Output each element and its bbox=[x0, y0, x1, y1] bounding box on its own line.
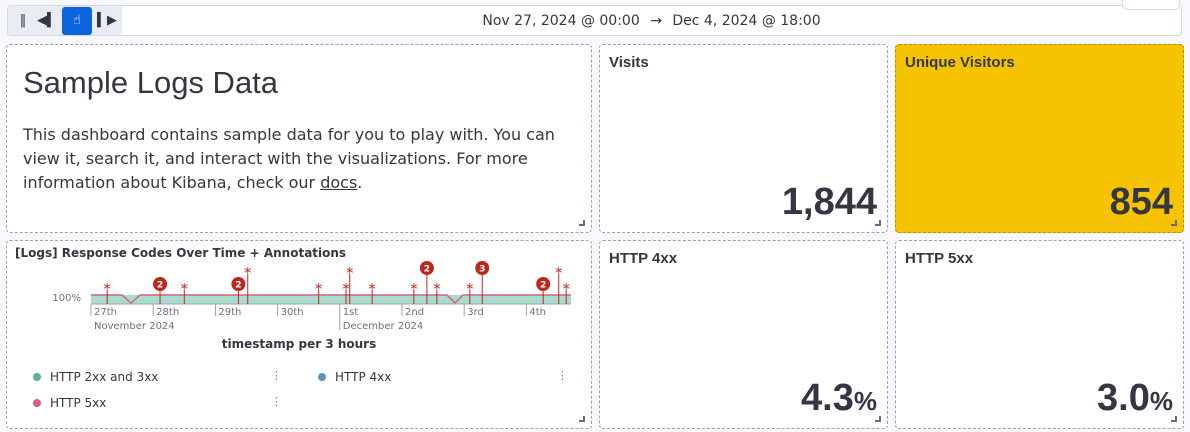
chart-panel: [Logs] Response Codes Over Time + Annota… bbox=[6, 240, 592, 429]
y-tick-label: 100% bbox=[52, 293, 81, 304]
x-tick-label: 27th bbox=[94, 307, 117, 318]
pause-icon[interactable]: ‖ bbox=[19, 13, 27, 28]
annotation-marker: 2 bbox=[419, 261, 434, 304]
metric-value: 854 bbox=[1109, 181, 1173, 223]
x-month-label: December 2024 bbox=[343, 321, 423, 332]
legend-menu-icon[interactable]: ⋮ bbox=[271, 395, 282, 408]
metric-title: HTTP 5xx bbox=[905, 250, 974, 267]
resize-handle[interactable] bbox=[1171, 220, 1177, 226]
metric-http-5xx: HTTP 5xx 3.0% bbox=[895, 240, 1184, 429]
metric-value: 3.0% bbox=[1097, 377, 1173, 419]
x-tick-label: 1st bbox=[343, 307, 359, 318]
annotation-count: 3 bbox=[479, 265, 485, 275]
metric-http-4xx: HTTP 4xx 4.3% bbox=[599, 240, 888, 429]
x-tick-label: 28th bbox=[156, 307, 179, 318]
annotation-star: * bbox=[315, 280, 323, 298]
page-title: Sample Logs Data bbox=[23, 65, 279, 100]
legend-item-2xx-3xx[interactable]: HTTP 2xx and 3xx bbox=[33, 370, 158, 384]
legend-dot bbox=[318, 373, 326, 381]
annotation-star: * bbox=[410, 280, 418, 298]
annotation-star: * bbox=[342, 280, 350, 298]
time-range[interactable]: Nov 27, 2024 @ 00:00 → Dec 4, 2024 @ 18:… bbox=[122, 13, 1181, 29]
annotation-marker: * bbox=[244, 264, 252, 304]
annotation-star: * bbox=[244, 264, 252, 282]
intro-panel: Sample Logs Data This dashboard contains… bbox=[6, 44, 592, 233]
annotation-badge bbox=[153, 277, 168, 291]
legend-menu-icon[interactable]: ⋮ bbox=[271, 369, 282, 382]
x-tick-label: 29th bbox=[218, 307, 241, 318]
annotation-count: 2 bbox=[157, 281, 163, 291]
annotation-marker: * bbox=[466, 280, 474, 304]
resize-handle[interactable] bbox=[875, 220, 881, 226]
play-icon[interactable]: ☝ bbox=[62, 6, 92, 35]
metric-title: Visits bbox=[609, 54, 649, 71]
response-codes-chart[interactable]: 100% 27th 28th 29th 30th 1st 2nd 3rd 4th Novembe… bbox=[7, 261, 593, 335]
annotation-star: * bbox=[103, 280, 111, 298]
annotation-marker: * bbox=[368, 280, 376, 304]
metric-value: 1,844 bbox=[781, 181, 877, 223]
annotation-star: * bbox=[346, 264, 354, 282]
annotation-star: * bbox=[555, 264, 563, 282]
annotation-marker: * bbox=[410, 280, 418, 304]
annotation-count: 2 bbox=[235, 281, 241, 291]
x-axis-title: timestamp per 3 hours bbox=[221, 337, 377, 351]
x-tick-label: 4th bbox=[529, 307, 546, 318]
legend-menu-icon[interactable]: ⋮ bbox=[557, 369, 568, 382]
annotation-marker: * bbox=[103, 280, 111, 304]
annotation-star: * bbox=[181, 280, 189, 298]
annotation-badge bbox=[536, 277, 551, 291]
line-5xx bbox=[91, 294, 571, 305]
annotation-marker: 2 bbox=[231, 277, 246, 304]
annotation-marker: * bbox=[562, 280, 570, 304]
annotation-star: * bbox=[562, 280, 570, 298]
resize-handle[interactable] bbox=[875, 416, 881, 422]
annotation-marker: * bbox=[346, 264, 354, 304]
resize-handle[interactable] bbox=[1171, 416, 1177, 422]
metric-unique-visitors: Unique Visitors 854 bbox=[895, 44, 1184, 233]
annotation-marker: * bbox=[555, 264, 563, 304]
x-tick-label: 3rd bbox=[467, 307, 484, 318]
annotation-star: * bbox=[466, 280, 474, 298]
annotation-star: * bbox=[368, 280, 376, 298]
annotation-marker: * bbox=[342, 280, 350, 304]
metric-title: Unique Visitors bbox=[905, 54, 1015, 71]
metric-visits: Visits 1,844 bbox=[599, 44, 888, 233]
resize-handle[interactable] bbox=[579, 416, 585, 422]
annotation-marker: 2 bbox=[536, 277, 551, 304]
intro-text: This dashboard contains sample data for … bbox=[23, 125, 555, 192]
chart-title: [Logs] Response Codes Over Time + Annota… bbox=[15, 246, 347, 260]
annotation-marker: * bbox=[181, 280, 189, 304]
metric-value: 4.3% bbox=[801, 377, 877, 419]
step-forward-icon[interactable]: ▍▶ bbox=[97, 13, 117, 28]
annotation-star: * bbox=[433, 280, 441, 298]
step-back-icon[interactable]: ◀▍ bbox=[37, 13, 57, 28]
x-tick-label: 30th bbox=[281, 307, 304, 318]
arrow-right-icon: → bbox=[650, 12, 662, 29]
annotation-count: 2 bbox=[540, 281, 546, 291]
legend-dot bbox=[33, 373, 41, 381]
legend-item-4xx[interactable]: HTTP 4xx bbox=[318, 370, 391, 384]
docs-link[interactable]: docs bbox=[320, 173, 358, 192]
annotation-badge bbox=[419, 261, 434, 275]
annotation-marker: * bbox=[315, 280, 323, 304]
annotation-marker: 3 bbox=[475, 261, 490, 304]
x-month-label: November 2024 bbox=[94, 321, 175, 332]
area-2xx-3xx bbox=[91, 295, 571, 304]
annotation-count: 2 bbox=[424, 265, 430, 275]
resize-handle[interactable] bbox=[579, 220, 585, 226]
x-tick-label: 2nd bbox=[405, 307, 424, 318]
range-end: Dec 4, 2024 @ 18:00 bbox=[672, 12, 821, 29]
time-toolbar: ‖ ◀▍ ☝ ▍▶ Nov 27, 2024 @ 00:00 → Dec 4, … bbox=[7, 5, 1182, 36]
legend-item-5xx[interactable]: HTTP 5xx bbox=[33, 396, 106, 410]
playback-controls: ‖ ◀▍ ☝ ▍▶ bbox=[8, 6, 122, 35]
legend-dot bbox=[33, 399, 41, 407]
panel-corner bbox=[1122, 0, 1180, 10]
range-start: Nov 27, 2024 @ 00:00 bbox=[482, 12, 640, 29]
annotation-marker: 2 bbox=[153, 277, 168, 304]
annotation-badge bbox=[475, 261, 490, 275]
metric-title: HTTP 4xx bbox=[609, 250, 678, 267]
annotation-badge bbox=[231, 277, 246, 291]
annotation-marker: * bbox=[433, 280, 441, 304]
